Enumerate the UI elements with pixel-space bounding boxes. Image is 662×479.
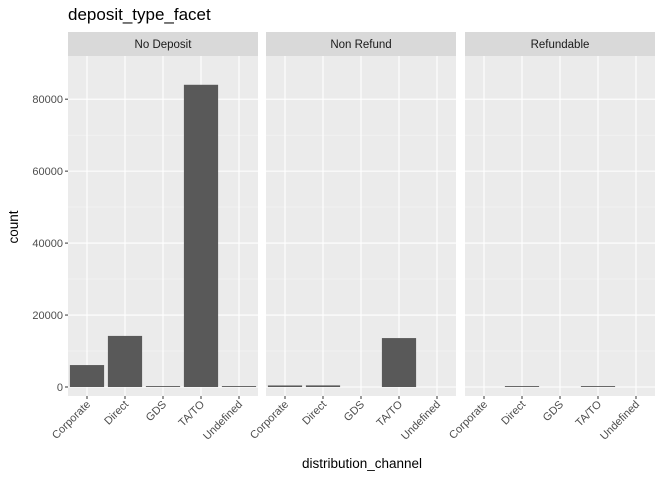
x-tick-label: Direct bbox=[102, 399, 131, 428]
y-tick-label: 60000 bbox=[32, 166, 63, 178]
facet-strip bbox=[266, 32, 456, 56]
x-tick-label: Direct bbox=[499, 399, 528, 428]
facet-strip-label: Refundable bbox=[531, 39, 590, 51]
x-tick-label: Corporate bbox=[248, 399, 291, 442]
x-tick-label: GDS bbox=[541, 399, 566, 424]
bar bbox=[381, 338, 417, 388]
facet-panel: Refundable Corporate Direct GDS TA/TOUndefin… bbox=[447, 32, 655, 443]
bar bbox=[107, 335, 143, 388]
bar bbox=[183, 84, 219, 388]
bar bbox=[267, 385, 303, 388]
x-tick-label: TA/TO bbox=[374, 398, 405, 429]
bar bbox=[145, 386, 181, 388]
x-tick-label: Undefined bbox=[598, 399, 642, 443]
chart-title: deposit_type_facet bbox=[68, 5, 211, 24]
y-tick-label: 80000 bbox=[32, 94, 63, 106]
bar bbox=[504, 386, 540, 388]
x-tick-label: Undefined bbox=[201, 399, 245, 443]
x-tick-label: TA/TO bbox=[573, 398, 604, 429]
x-tick-label: Undefined bbox=[399, 399, 443, 443]
facet-strip bbox=[465, 32, 655, 56]
facet-strip-label: Non Refund bbox=[330, 39, 391, 51]
y-tick-label: 0 bbox=[57, 382, 63, 394]
x-tick-label: GDS bbox=[342, 399, 367, 424]
facet-strip bbox=[68, 32, 258, 56]
y-axis: 0 20000 40000 60000 80000 bbox=[32, 94, 68, 394]
y-axis-title: count bbox=[6, 210, 21, 243]
x-tick-label: Corporate bbox=[50, 399, 93, 442]
x-tick-label: TA/TO bbox=[176, 398, 207, 429]
y-tick-label: 20000 bbox=[32, 310, 63, 322]
bar bbox=[69, 365, 105, 388]
x-axis-title: distribution_channel bbox=[302, 456, 422, 471]
facet-panel: No Deposit Corporate Direct GDS TA/TOUndefin… bbox=[50, 32, 258, 443]
bar bbox=[305, 385, 341, 388]
y-tick-label: 40000 bbox=[32, 238, 63, 250]
x-tick-label: Direct bbox=[300, 399, 329, 428]
facet-panel: Non Refund Corporate Direct GDS TA/TOUndefin… bbox=[248, 32, 456, 443]
x-tick-label: Corporate bbox=[447, 399, 490, 442]
x-tick-label: GDS bbox=[144, 399, 169, 424]
bar bbox=[580, 386, 616, 388]
facet-strip-label: No Deposit bbox=[135, 39, 193, 51]
bar bbox=[221, 386, 257, 388]
